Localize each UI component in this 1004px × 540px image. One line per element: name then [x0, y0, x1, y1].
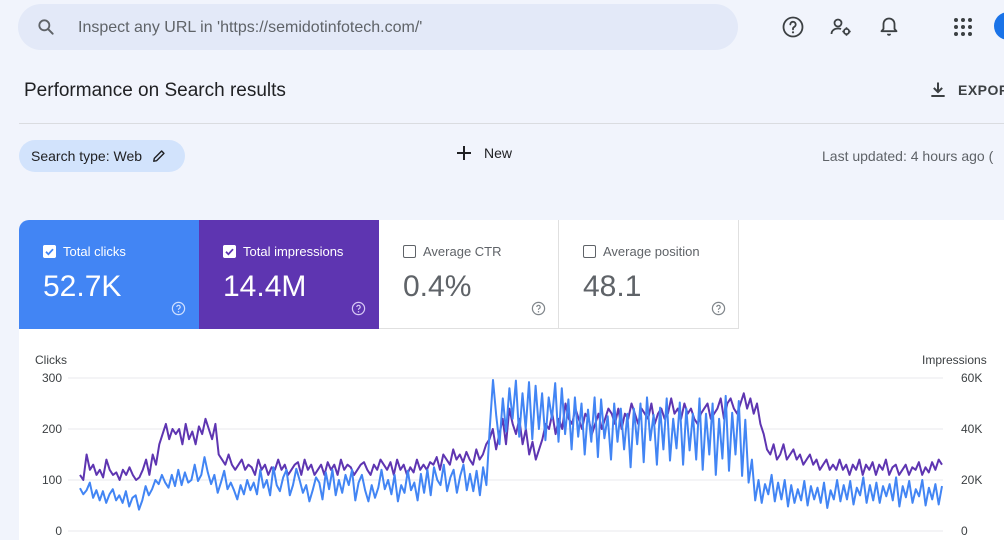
page-title: Performance on Search results — [24, 80, 286, 101]
checkbox-checked-icon[interactable] — [43, 245, 56, 258]
left-tick-label: 300 — [42, 371, 62, 385]
metric-label: Average CTR — [423, 244, 502, 259]
help-icon[interactable] — [781, 15, 805, 39]
checkbox-unchecked[interactable] — [403, 245, 416, 258]
account-avatar[interactable] — [994, 12, 1004, 40]
performance-card: Total clicks 52.7K Total impressions 14.… — [19, 220, 1004, 540]
plus-icon — [457, 146, 471, 160]
right-tick-label: 60K — [961, 371, 982, 385]
left-tick-label: 100 — [42, 473, 62, 487]
new-filter-label: New — [484, 145, 513, 161]
search-input[interactable] — [76, 4, 730, 52]
user-settings-icon[interactable] — [829, 15, 853, 39]
header-divider — [19, 123, 1004, 124]
clicks-series-line — [79, 379, 943, 511]
checkbox-unchecked[interactable] — [583, 245, 596, 258]
impressions-series-line — [79, 392, 943, 481]
top-bar — [0, 0, 1004, 56]
left-tick-label: 0 — [55, 524, 62, 538]
left-axis-title: Clicks — [35, 353, 67, 367]
right-tick-label: 20K — [961, 473, 982, 487]
metric-label: Total impressions — [243, 244, 344, 259]
notifications-bell-icon[interactable] — [877, 15, 901, 39]
metric-value: 48.1 — [583, 270, 642, 303]
metric-tile-average-position[interactable]: Average position 48.1 — [559, 220, 739, 329]
metric-tile-total-impressions[interactable]: Total impressions 14.4M — [199, 220, 379, 329]
right-tick-label: 40K — [961, 422, 982, 436]
checkbox-checked-icon[interactable] — [223, 245, 236, 258]
left-tick-label: 200 — [42, 422, 62, 436]
help-circle-icon[interactable] — [351, 301, 366, 316]
help-circle-icon[interactable] — [171, 301, 186, 316]
download-icon — [931, 82, 945, 97]
metric-value: 0.4% — [403, 270, 472, 303]
metric-tile-average-ctr[interactable]: Average CTR 0.4% — [379, 220, 559, 329]
search-type-filter-chip[interactable]: Search type: Web — [19, 140, 185, 172]
edit-pencil-icon — [153, 150, 165, 162]
apps-grid-icon[interactable] — [951, 15, 975, 39]
help-circle-icon[interactable] — [531, 301, 546, 316]
search-type-label: Search type: Web — [31, 148, 143, 164]
export-label: EXPOR — [958, 82, 1004, 98]
metric-value: 52.7K — [43, 270, 122, 303]
export-button[interactable]: EXPOR — [928, 80, 1004, 100]
right-axis-title: Impressions — [922, 353, 987, 367]
metric-label: Total clicks — [63, 244, 126, 259]
url-inspection-search[interactable] — [18, 4, 738, 52]
help-circle-icon[interactable] — [711, 301, 726, 316]
metric-label: Average position — [603, 244, 700, 259]
new-filter-button[interactable]: New — [456, 145, 512, 161]
right-tick-label: 0 — [961, 524, 968, 538]
metric-value: 14.4M — [223, 270, 307, 303]
metric-tile-total-clicks[interactable]: Total clicks 52.7K — [19, 220, 199, 329]
performance-chart: Clicks Impressions 300 60K 200 40K 100 20K 0 0 — [19, 329, 1004, 540]
last-updated-text: Last updated: 4 hours ago ( — [822, 148, 994, 164]
chart-plot: 300 60K 200 40K 100 20K 0 0 — [42, 371, 982, 538]
search-icon — [38, 19, 54, 35]
